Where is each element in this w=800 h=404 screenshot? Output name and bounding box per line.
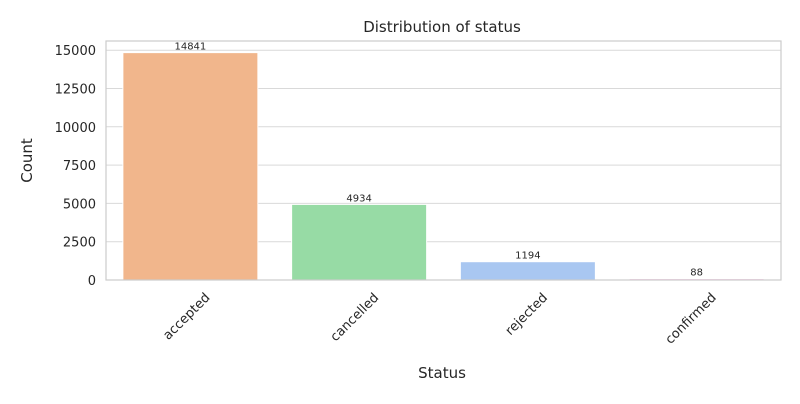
data-labels: 14841 4934 1194 88 — [174, 42, 703, 279]
y-axis-ticks: 0 2500 5000 7500 10000 12500 15000 — [55, 44, 96, 289]
x-axis-ticks: accepted cancelled rejected confirmed — [160, 290, 719, 347]
bars — [122, 52, 765, 281]
x-tick-label-confirmed: confirmed — [663, 290, 720, 347]
bar-accepted — [122, 52, 259, 281]
chart-title: Distribution of status — [363, 18, 521, 36]
x-tick-label-cancelled: cancelled — [328, 290, 382, 344]
y-tick-label: 12500 — [55, 82, 96, 97]
data-label-confirmed: 88 — [690, 268, 703, 279]
y-tick-label: 5000 — [63, 197, 96, 212]
bar-rejected — [459, 261, 596, 281]
data-label-rejected: 1194 — [515, 251, 540, 262]
x-tick-label-rejected: rejected — [503, 290, 551, 338]
data-label-cancelled: 4934 — [346, 193, 371, 204]
y-tick-label: 15000 — [55, 44, 96, 59]
y-tick-label: 0 — [88, 274, 96, 289]
data-label-accepted: 14841 — [174, 42, 206, 53]
plot-frame — [105, 40, 782, 281]
x-axis-label: Status — [418, 364, 466, 382]
x-tick-label-accepted: accepted — [160, 290, 213, 343]
y-tick-label: 7500 — [63, 159, 96, 174]
y-tick-label: 10000 — [55, 121, 96, 136]
y-tick-label: 2500 — [63, 236, 96, 251]
y-axis-label: Count — [18, 138, 36, 183]
bar-cancelled — [291, 203, 428, 281]
